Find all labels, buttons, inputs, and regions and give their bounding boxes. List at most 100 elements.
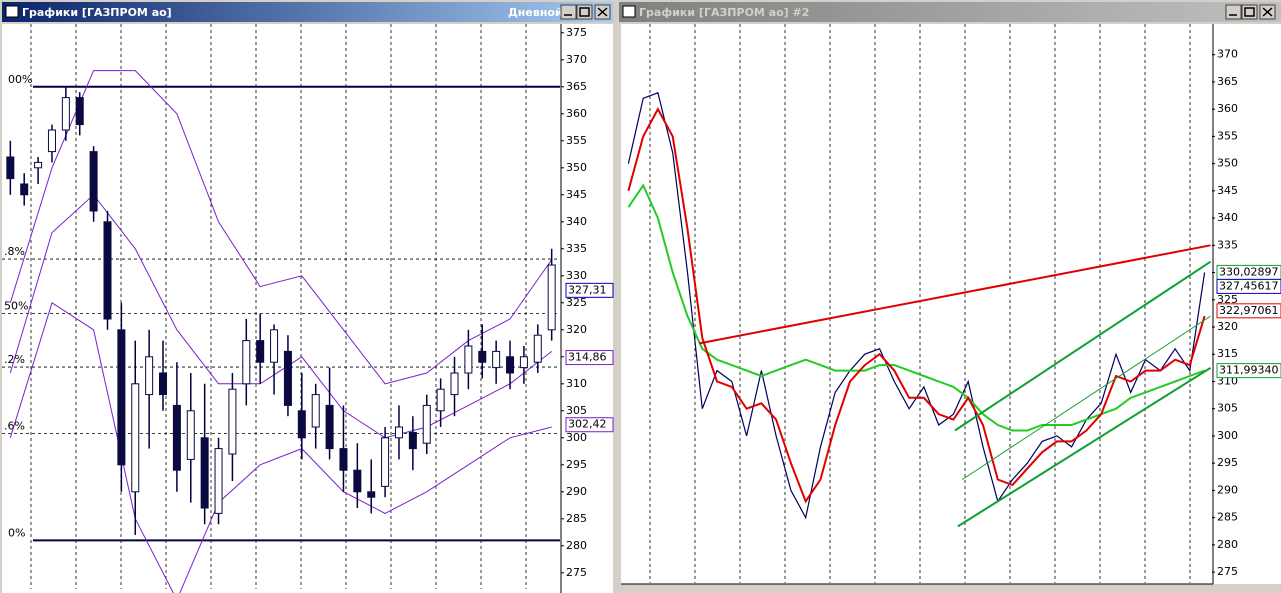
y-tick-label: 315 — [1217, 347, 1238, 360]
y-tick-label: 305 — [566, 404, 587, 417]
icon — [5, 5, 19, 18]
candle-body — [533, 334, 542, 363]
y-tick-label: 360 — [566, 107, 587, 120]
window-title: Графики [ГАЗПРОМ ао] #2 — [639, 6, 809, 19]
price-tag-label: 327,45617 — [1219, 279, 1279, 292]
candle-body — [75, 97, 84, 126]
candle-body — [256, 340, 265, 363]
y-tick-label: 355 — [1217, 129, 1238, 142]
y-tick-label: 300 — [1217, 429, 1238, 442]
candle-body — [228, 388, 237, 455]
price-tag — [565, 350, 614, 366]
y-tick-label: 320 — [566, 323, 587, 336]
y-tick-label: 280 — [1217, 538, 1238, 551]
window-left: Графики [ГАЗПРОМ ао] Дневной — [0, 0, 615, 593]
price-tag-label: 327,31 — [568, 283, 607, 296]
fib-label: 50% — [4, 300, 28, 313]
price-tag — [1216, 278, 1281, 294]
candle-body — [519, 356, 528, 369]
candle-body — [89, 151, 98, 212]
fib-label: .8% — [4, 245, 25, 258]
candle-body — [47, 129, 56, 153]
trendline — [962, 315, 1211, 480]
price-tag — [1216, 363, 1281, 379]
price-tag-label: 311,99340 — [1219, 364, 1279, 377]
price-tag-label: 322,97061 — [1219, 304, 1279, 317]
y-tick-label: 275 — [566, 566, 587, 579]
candle-body — [103, 221, 112, 320]
candle-body — [422, 404, 431, 444]
candle-body — [492, 350, 501, 369]
candle-body — [117, 329, 126, 466]
y-tick-label: 370 — [1217, 48, 1238, 61]
buttons[interactable] — [560, 4, 611, 20]
y-tick-label: 285 — [566, 512, 587, 525]
fib-label: 0% — [8, 526, 25, 539]
price-tag-label: 302,42 — [568, 418, 607, 431]
y-tick-label: 305 — [1217, 402, 1238, 415]
candle-body — [200, 437, 209, 509]
series-line — [627, 106, 1206, 504]
candle-body — [506, 356, 515, 374]
trendline — [699, 244, 1211, 345]
y-tick-label: 340 — [1217, 211, 1238, 224]
y-tick-label: 310 — [566, 377, 587, 390]
band — [9, 194, 553, 439]
timeframe: Дневной — [508, 6, 563, 19]
candle-body — [464, 345, 473, 374]
candle-body — [131, 383, 140, 493]
fib-label: .6% — [4, 419, 25, 432]
candle-body — [339, 448, 348, 471]
trendline — [954, 260, 1212, 432]
candle-body — [367, 491, 376, 498]
y-tick-label: 350 — [1217, 157, 1238, 170]
candle-body — [186, 410, 195, 460]
title-bar — [619, 2, 1281, 22]
band — [9, 70, 553, 385]
candle-body — [61, 97, 70, 131]
price-tag — [1216, 303, 1281, 319]
candle-body — [394, 426, 403, 439]
y-tick-label: 365 — [1217, 75, 1238, 88]
candle-body — [34, 161, 43, 169]
y-tick-label: 360 — [1217, 102, 1238, 115]
y-tick-label: 300 — [566, 431, 587, 444]
candle-body — [478, 350, 487, 363]
y-tick-label: 295 — [1217, 456, 1238, 469]
candle-body — [242, 340, 251, 385]
y-tick-label: 275 — [1217, 565, 1238, 578]
minimize[interactable] — [1225, 4, 1242, 20]
y-tick-label: 355 — [566, 134, 587, 147]
candle-body — [436, 388, 445, 412]
price-tag — [565, 282, 614, 298]
fib-label: 00% — [8, 73, 32, 86]
candle-body — [20, 183, 29, 196]
y-tick-label: 350 — [566, 161, 587, 174]
y-tick-label: 320 — [1217, 320, 1238, 333]
band — [9, 302, 552, 593]
candle-body — [159, 372, 168, 396]
candle-body — [547, 264, 556, 331]
y-tick-label: 280 — [566, 539, 587, 552]
plot-area — [621, 24, 1281, 584]
price-tag-label: 330,02897 — [1219, 265, 1279, 278]
candle-body — [172, 404, 181, 471]
candle-body — [325, 404, 334, 450]
y-tick-label: 290 — [566, 485, 587, 498]
y-tick-label: 340 — [566, 215, 587, 228]
candle-body — [6, 156, 15, 180]
y-tick-label: 375 — [566, 26, 587, 39]
candle-body — [214, 448, 223, 514]
candle-body — [270, 329, 279, 363]
y-tick-label: 370 — [566, 53, 587, 66]
candle-body — [450, 372, 459, 396]
price-tag-label: 314,86 — [568, 351, 607, 364]
candle-body — [297, 410, 306, 439]
candle-body — [408, 431, 417, 450]
minimize[interactable] — [560, 4, 577, 20]
buttons[interactable] — [1225, 4, 1276, 20]
y-tick-label: 325 — [1217, 293, 1238, 306]
candle-body — [353, 469, 362, 493]
